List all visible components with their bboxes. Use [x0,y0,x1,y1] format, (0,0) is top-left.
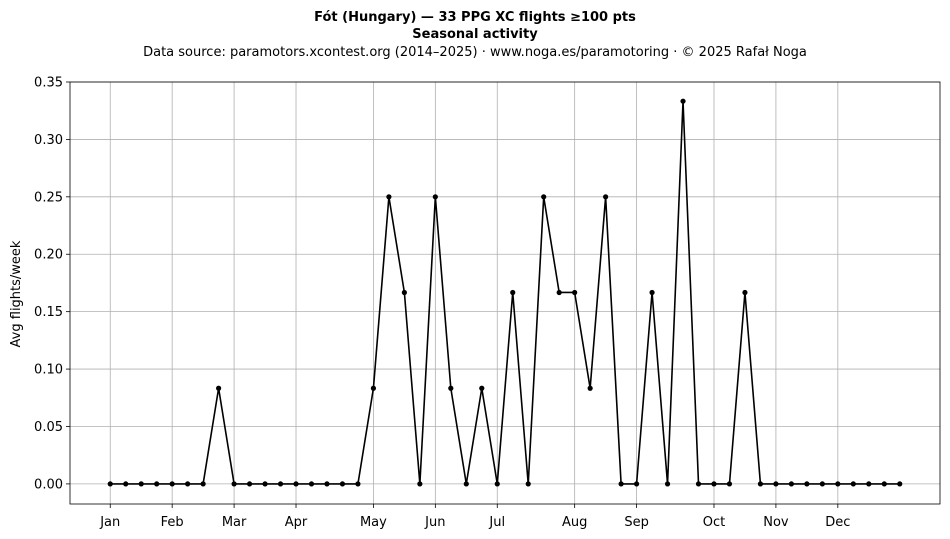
chart-subtitle: Seasonal activity [412,27,538,42]
data-point [525,481,531,487]
plot-frame [69,81,941,505]
data-point [633,481,640,487]
data-point [711,481,717,487]
data-point [494,481,500,487]
data-point [897,481,903,487]
x-tick-label: Dec [825,515,850,530]
data-point [200,481,206,487]
data-point [695,481,702,487]
data-point [726,481,733,487]
data-point [572,289,578,296]
grid-layer [70,81,940,504]
data-point [277,481,284,487]
data-point [339,481,346,487]
y-tick-label: 0.00 [34,477,63,492]
data-point [587,385,593,391]
data-point [185,481,191,487]
data-point [262,481,268,487]
data-point [603,194,609,200]
x-tick-label: Aug [562,515,587,530]
x-tick-label: May [360,515,387,530]
chart-title: Fót (Hungary) — 33 PPG XC flights ≥100 p… [314,10,636,25]
data-point [324,481,330,487]
tick-layer: 0.00 0.05 0.10 0.15 0.20 0.25 0.30 0.35 Jan Feb Ma… [34,76,850,531]
x-tick-label: Feb [161,515,184,530]
series-layer [107,98,903,487]
y-tick-label: 0.30 [34,133,63,148]
data-point [541,194,547,200]
data-point [216,385,222,391]
y-axis-label: Avg flights/week [9,240,24,347]
x-tick-label: Jul [488,515,505,530]
x-tick-label: Sep [624,515,649,530]
y-tick-label: 0.05 [34,420,63,435]
data-point [680,98,686,104]
data-point [355,481,361,487]
chart-source: Data source: paramotors.xcontest.org (20… [143,45,807,60]
data-point [819,481,825,487]
data-point [154,481,160,487]
y-tick-label: 0.20 [34,248,63,263]
data-point [123,481,129,487]
data-point [866,481,872,487]
y-tick-label: 0.15 [34,305,63,320]
series-line [110,100,900,485]
data-point [850,481,856,487]
data-point [308,481,315,487]
data-point [448,385,454,391]
data-point [649,289,655,296]
data-point [881,481,887,487]
data-point [556,289,562,296]
data-point [417,481,423,487]
y-tick-label: 0.35 [34,76,63,91]
data-point [231,481,237,487]
data-point [432,194,438,200]
data-point [510,289,516,296]
x-tick-label: Oct [703,515,725,530]
data-point [370,385,377,391]
data-point [386,194,392,200]
data-point [293,481,299,487]
y-tick-label: 0.25 [34,190,63,205]
data-point [246,481,253,487]
data-point [401,289,407,296]
data-point [138,481,144,487]
data-point [757,481,764,487]
data-point [788,481,794,487]
x-tick-label: Jan [99,515,120,530]
data-point [664,481,671,487]
data-point [804,481,810,487]
x-tick-label: Nov [763,515,789,530]
data-point [169,481,175,487]
data-point [463,481,469,487]
x-tick-label: Mar [222,515,247,530]
data-point [835,481,841,487]
x-tick-label: Apr [285,515,308,530]
x-tick-label: Jun [424,515,445,530]
data-point [773,481,779,487]
data-point [742,289,748,296]
data-point [479,385,485,391]
data-point [618,481,624,487]
data-point [107,481,113,487]
y-tick-label: 0.10 [34,363,63,378]
